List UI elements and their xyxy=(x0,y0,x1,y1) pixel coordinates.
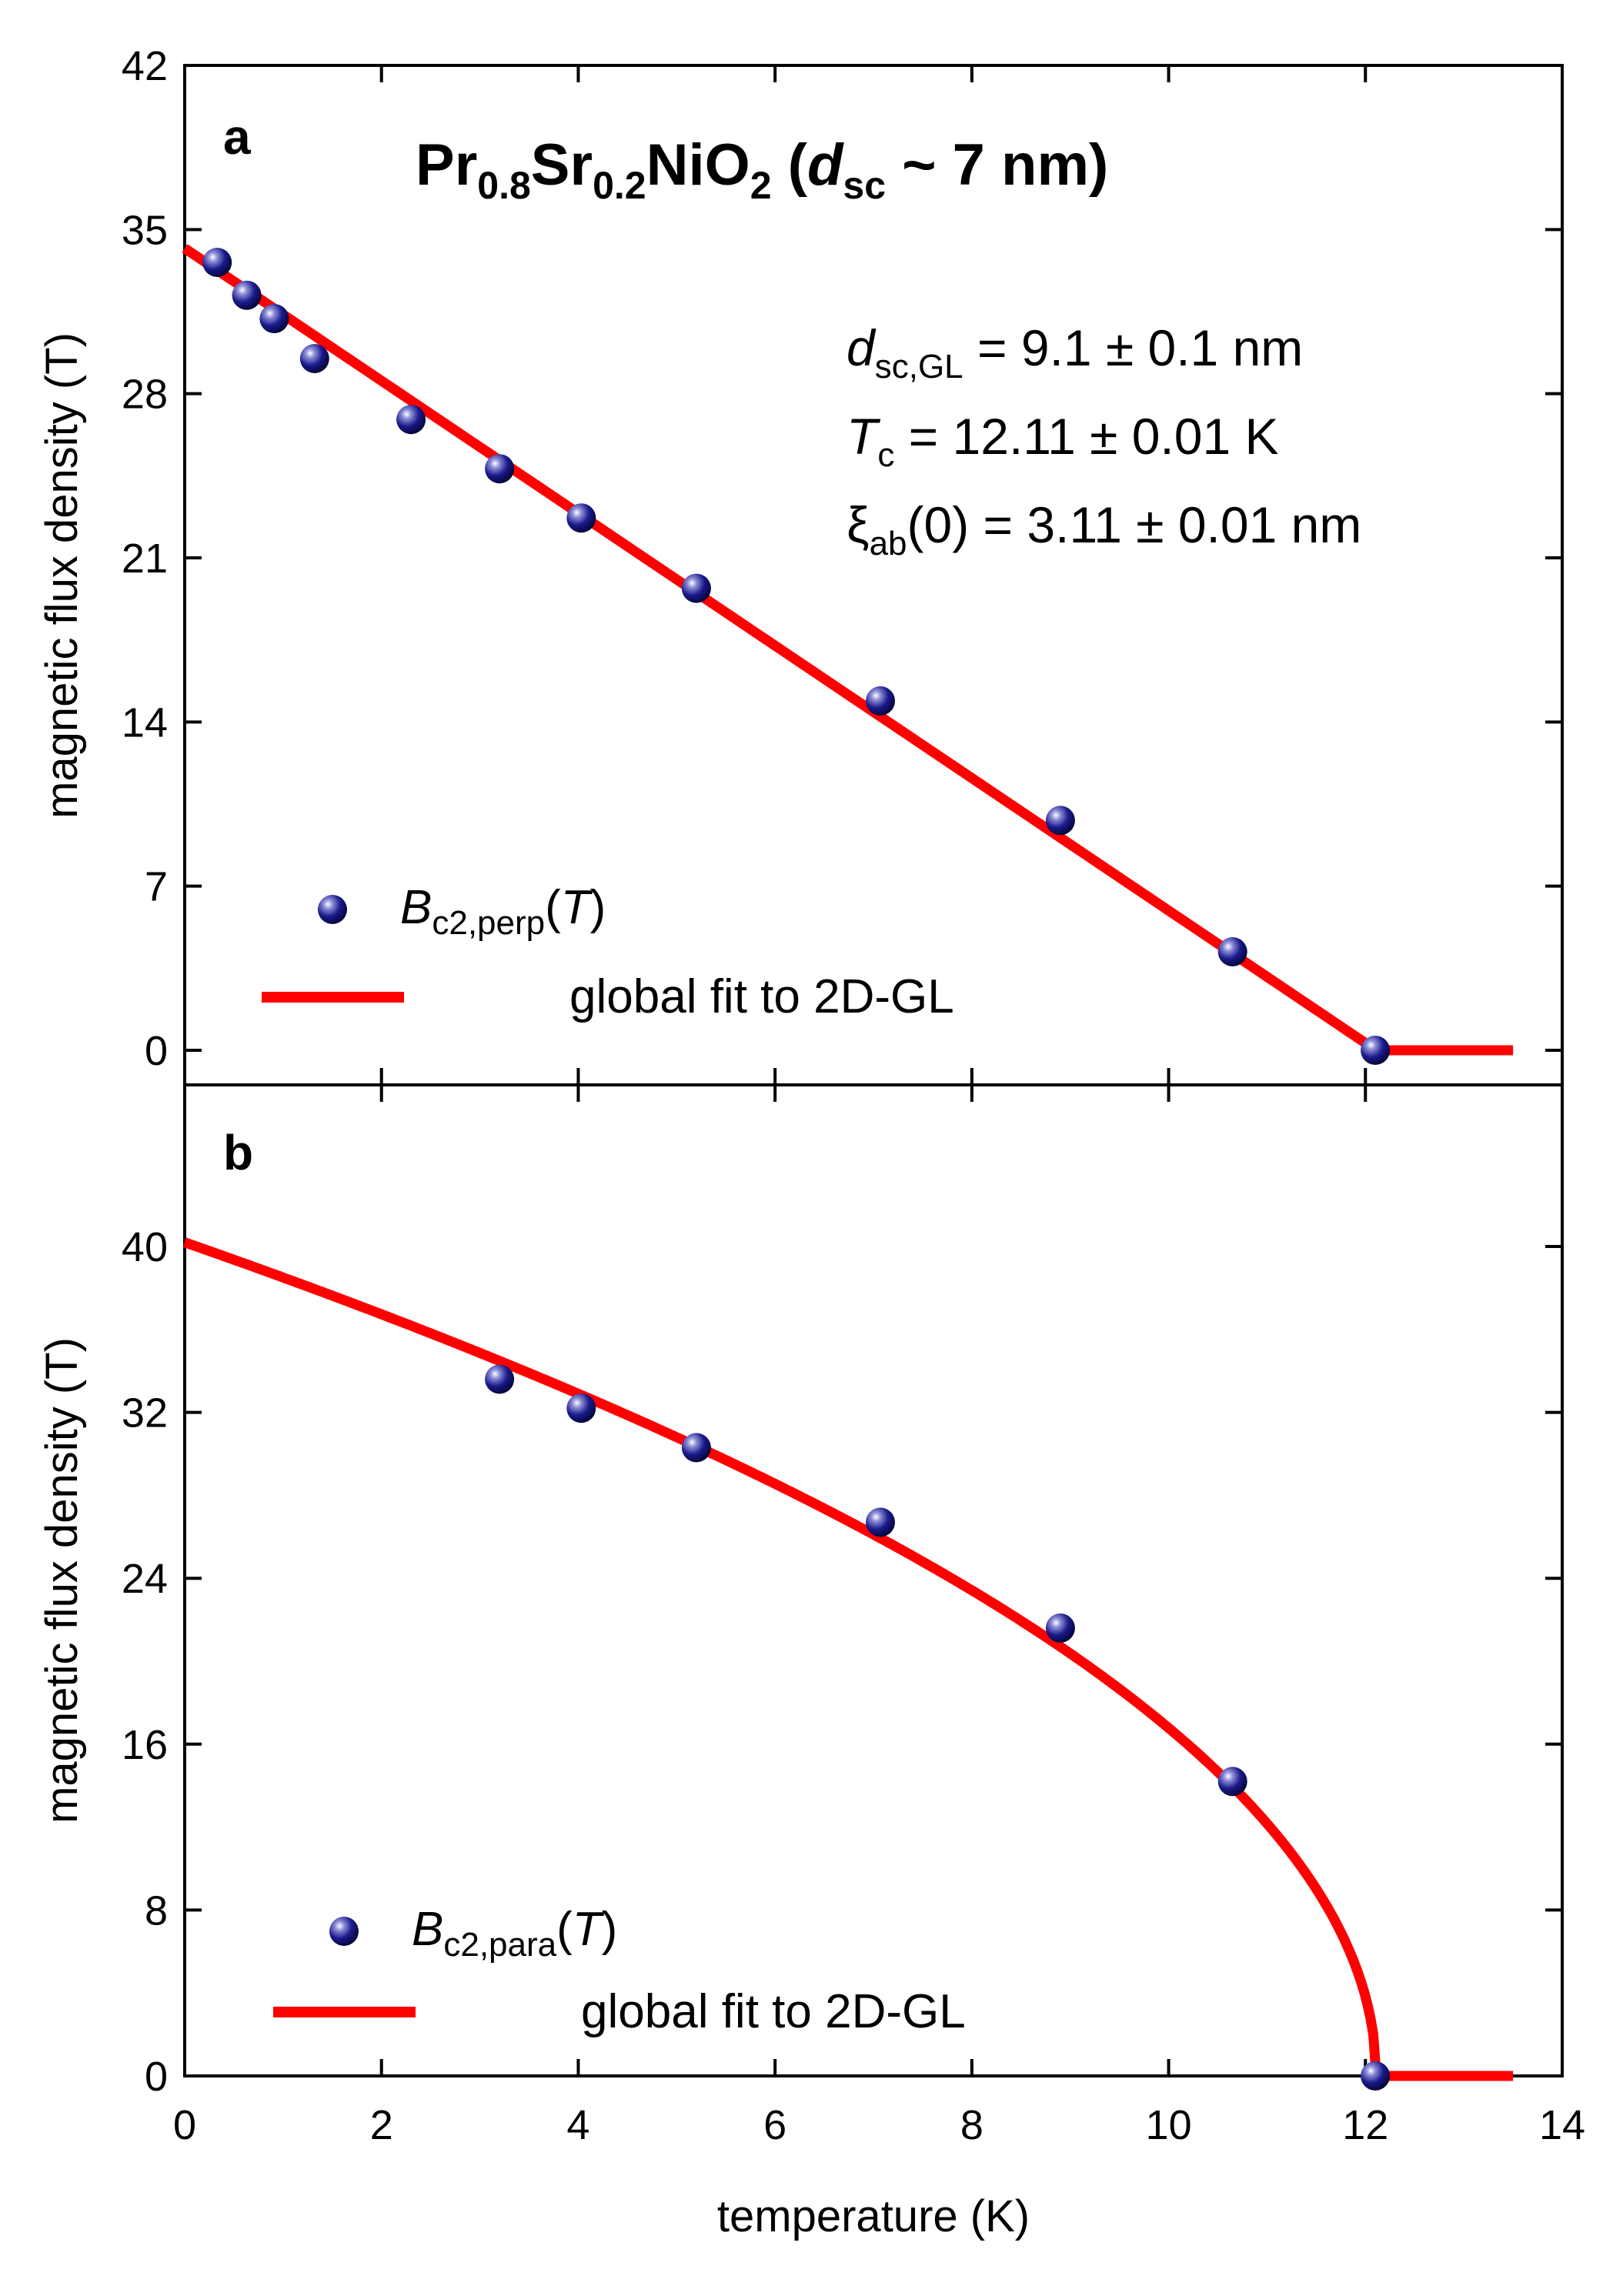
title-sub-sr: 0.2 xyxy=(593,164,646,207)
y-tick-label: 35 xyxy=(122,207,168,253)
y-tick-label: 21 xyxy=(122,536,168,582)
data-point xyxy=(1217,1767,1247,1797)
data-point xyxy=(1361,2061,1391,2091)
panel-b-ylabel: magnetic flux density (T) xyxy=(37,1337,87,1824)
y-tick-label: 7 xyxy=(145,864,168,910)
title-d: d xyxy=(807,132,844,198)
panel-b-points xyxy=(485,1364,1391,2091)
title-sub-o: 2 xyxy=(750,164,772,207)
legend-a-marker xyxy=(318,895,347,924)
x-tick-label: 10 xyxy=(1146,2102,1192,2148)
title-pr: Pr xyxy=(416,132,477,198)
x-tick-label: 8 xyxy=(960,2102,983,2148)
y-tick-label: 28 xyxy=(122,372,168,418)
data-point xyxy=(1217,937,1247,966)
title-sub-sc: sc xyxy=(843,164,886,207)
x-tick-label: 6 xyxy=(763,2102,786,2148)
data-point xyxy=(866,686,895,716)
x-tick-label: 14 xyxy=(1539,2102,1585,2148)
param-dsc-gl: dsc,GL = 9.1 ± 0.1 nm xyxy=(847,319,1303,385)
data-point xyxy=(681,573,711,603)
data-point xyxy=(299,344,329,373)
y-tick-label: 32 xyxy=(122,1390,168,1437)
title-nio: NiO xyxy=(646,132,750,198)
data-point xyxy=(1361,1036,1391,1065)
legend-b-fit-label: global fit to 2D-GL xyxy=(581,1985,966,2038)
title-rest: ~ 7 nm) xyxy=(886,132,1108,198)
panel-a-title: Pr0.8Sr0.2NiO2 (dsc ~ 7 nm) xyxy=(416,132,1108,207)
data-point xyxy=(485,454,515,484)
x-axis-title: temperature (K) xyxy=(717,2191,1030,2241)
title-sr: Sr xyxy=(531,132,593,198)
data-point xyxy=(485,1364,515,1394)
x-tick-label: 0 xyxy=(173,2102,196,2148)
data-point xyxy=(866,1507,895,1537)
param-xi-ab: ξab(0) = 3.11 ± 0.01 nm xyxy=(847,496,1361,562)
y-tick-label: 0 xyxy=(145,2054,168,2100)
data-point xyxy=(202,248,232,277)
fit-curve-b xyxy=(182,1237,1514,2081)
data-point xyxy=(232,280,262,310)
panel-b-fit-line xyxy=(182,1237,1514,2081)
y-tick-label: 14 xyxy=(122,699,168,746)
data-point xyxy=(259,304,289,334)
panel-a-frame xyxy=(183,64,1564,1086)
y-tick-label: 16 xyxy=(122,1722,168,1768)
legend-b-marker xyxy=(329,1917,359,1946)
title-sub-pr: 0.8 xyxy=(477,164,531,207)
y-tick-label: 8 xyxy=(145,1887,168,1934)
y-tick-label: 40 xyxy=(122,1224,168,1270)
legend-a-points-label: Bc2,perp(T) xyxy=(400,881,606,942)
data-point xyxy=(396,405,426,435)
panel-b-frame xyxy=(183,1083,1564,2077)
legend-a-fit-label: global fit to 2D-GL xyxy=(569,970,954,1023)
y-tick-label: 42 xyxy=(122,43,168,89)
param-tc: Tc = 12.11 ± 0.01 K xyxy=(847,408,1279,474)
title-paren: ( xyxy=(772,132,808,198)
x-tick-label: 2 xyxy=(370,2102,393,2148)
y-tick-label: 24 xyxy=(122,1556,168,1602)
panel-a-ticks: 0 7 14 21 28 35 42 xyxy=(122,43,1564,1085)
data-point xyxy=(566,1393,596,1423)
data-point xyxy=(681,1433,711,1463)
legend-b-points-label: Bc2,para(T) xyxy=(412,1903,617,1964)
x-tick-label: 4 xyxy=(566,2102,589,2148)
data-point xyxy=(1045,1613,1075,1643)
y-tick-label: 0 xyxy=(145,1028,168,1074)
panel-a-ylabel: magnetic flux density (T) xyxy=(37,332,87,819)
panel-a-points xyxy=(202,248,1391,1065)
data-point xyxy=(566,503,596,533)
data-point xyxy=(1045,806,1075,836)
panel-a-letter: a xyxy=(223,109,251,165)
x-tick-label: 12 xyxy=(1342,2102,1388,2148)
panel-b-letter: b xyxy=(223,1125,253,1180)
